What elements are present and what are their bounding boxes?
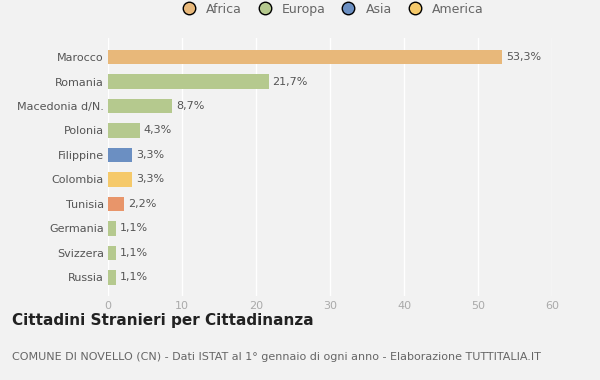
Bar bbox=[108, 147, 133, 162]
Text: 1,1%: 1,1% bbox=[120, 272, 148, 282]
Text: 1,1%: 1,1% bbox=[120, 248, 148, 258]
Text: 3,3%: 3,3% bbox=[136, 174, 164, 184]
Text: 3,3%: 3,3% bbox=[136, 150, 164, 160]
Bar bbox=[108, 74, 269, 89]
Bar bbox=[108, 245, 116, 260]
Text: 4,3%: 4,3% bbox=[143, 125, 172, 136]
Bar bbox=[108, 99, 172, 113]
Bar bbox=[108, 196, 124, 211]
Text: 53,3%: 53,3% bbox=[506, 52, 541, 62]
Legend: Africa, Europa, Asia, America: Africa, Europa, Asia, America bbox=[171, 0, 489, 21]
Bar bbox=[108, 50, 502, 65]
Text: Cittadini Stranieri per Cittadinanza: Cittadini Stranieri per Cittadinanza bbox=[12, 314, 314, 328]
Text: 1,1%: 1,1% bbox=[120, 223, 148, 233]
Bar bbox=[108, 221, 116, 236]
Bar bbox=[108, 270, 116, 285]
Bar bbox=[108, 123, 140, 138]
Text: 2,2%: 2,2% bbox=[128, 199, 157, 209]
Text: 21,7%: 21,7% bbox=[272, 76, 308, 87]
Text: COMUNE DI NOVELLO (CN) - Dati ISTAT al 1° gennaio di ogni anno - Elaborazione TU: COMUNE DI NOVELLO (CN) - Dati ISTAT al 1… bbox=[12, 352, 541, 361]
Text: 8,7%: 8,7% bbox=[176, 101, 205, 111]
Bar bbox=[108, 172, 133, 187]
